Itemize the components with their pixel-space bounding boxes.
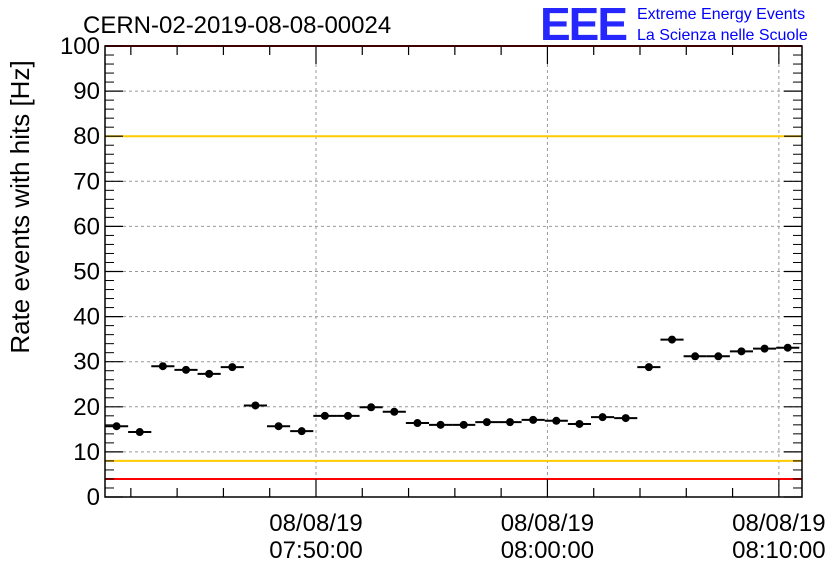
data-point-marker (506, 418, 515, 427)
data-point-marker (691, 352, 700, 361)
data-point (174, 365, 198, 374)
y-tick-label: 10 (73, 439, 100, 466)
x-tick-date-label: 08/08/19 (732, 510, 825, 537)
eee-logo-line2: La Scienza nelle Scuole (637, 27, 808, 44)
data-point (382, 407, 406, 416)
data-points (105, 335, 800, 437)
data-point (614, 414, 638, 423)
data-point-marker (367, 403, 376, 412)
x-tick-time-label: 08:00:00 (501, 537, 594, 564)
data-point-marker (320, 411, 329, 420)
data-point-marker (390, 407, 399, 416)
x-tick-date-label: 08/08/19 (269, 510, 362, 537)
y-tick-label: 80 (73, 123, 100, 150)
chart-title: CERN-02-2019-08-08-00024 (83, 12, 391, 39)
data-point (220, 363, 244, 372)
data-point-marker (760, 344, 769, 353)
y-tick-label: 0 (87, 484, 100, 511)
data-point-marker (251, 401, 260, 410)
data-point-marker (413, 419, 422, 428)
data-point-marker (274, 422, 283, 431)
data-point (429, 420, 453, 429)
data-point (706, 352, 730, 361)
data-point-marker (344, 411, 353, 420)
data-point (475, 418, 499, 427)
data-point (105, 422, 129, 431)
data-point-marker (436, 420, 445, 429)
data-point-marker (297, 427, 306, 436)
y-tick-label: 70 (73, 168, 100, 195)
data-point-marker (228, 363, 237, 372)
data-point (452, 420, 476, 429)
grid (105, 46, 802, 497)
data-point-marker (135, 428, 144, 437)
data-point-marker (529, 415, 538, 424)
data-point (359, 403, 383, 412)
data-point (313, 411, 337, 420)
eee-logo-line1: Extreme Energy Events (637, 6, 805, 23)
data-point-marker (598, 413, 607, 422)
data-point (267, 422, 291, 431)
data-point-marker (112, 422, 121, 431)
eee-logo: EEE Extreme Energy Events La Scienza nel… (540, 0, 808, 50)
data-point (637, 363, 661, 372)
axis-ticks (105, 45, 802, 498)
data-point-marker (668, 335, 677, 344)
data-point-marker (737, 347, 746, 356)
y-tick-label: 60 (73, 213, 100, 240)
data-point-marker (552, 416, 561, 425)
data-point-marker (482, 418, 491, 427)
y-tick-label: 90 (73, 78, 100, 105)
y-axis-label: Rate events with hits [Hz] (5, 60, 35, 353)
data-point-marker (714, 352, 723, 361)
y-tick-label: 40 (73, 304, 100, 331)
x-tick-time-label: 07:50:00 (269, 537, 362, 564)
data-point (243, 401, 268, 410)
data-point (521, 415, 545, 424)
data-point (683, 352, 707, 361)
data-point-marker (783, 343, 792, 352)
data-point (729, 347, 754, 356)
data-point-marker (459, 420, 468, 429)
data-point (128, 428, 152, 437)
data-point (544, 416, 568, 425)
y-tick-label: 100 (60, 33, 100, 60)
data-point (151, 362, 175, 371)
y-tick-labels: 0 10 20 30 40 50 60 70 80 90 100 (60, 33, 100, 511)
data-point (660, 335, 684, 344)
data-point-marker (205, 369, 214, 378)
data-point (197, 369, 221, 378)
data-point (498, 418, 522, 427)
data-point (753, 344, 777, 353)
y-tick-label: 50 (73, 259, 100, 286)
data-point-marker (158, 362, 167, 371)
x-tick-date-label: 08/08/19 (501, 510, 594, 537)
data-point-marker (182, 365, 191, 374)
data-point (591, 413, 615, 422)
data-point-marker (575, 419, 584, 428)
data-point (290, 427, 314, 436)
data-point (776, 343, 800, 352)
x-tick-time-label: 08:10:00 (732, 537, 825, 564)
data-point (567, 419, 592, 428)
data-point-marker (644, 363, 653, 372)
eee-logo-mark: EEE (540, 0, 626, 50)
x-tick-labels: 08/08/1907:50:0008/08/1908:00:0008/08/19… (269, 510, 825, 564)
y-tick-label: 20 (73, 394, 100, 421)
data-point (336, 411, 360, 420)
y-tick-label: 30 (73, 349, 100, 376)
data-point-marker (621, 414, 630, 423)
reference-lines (105, 45, 802, 480)
data-point (405, 419, 430, 428)
